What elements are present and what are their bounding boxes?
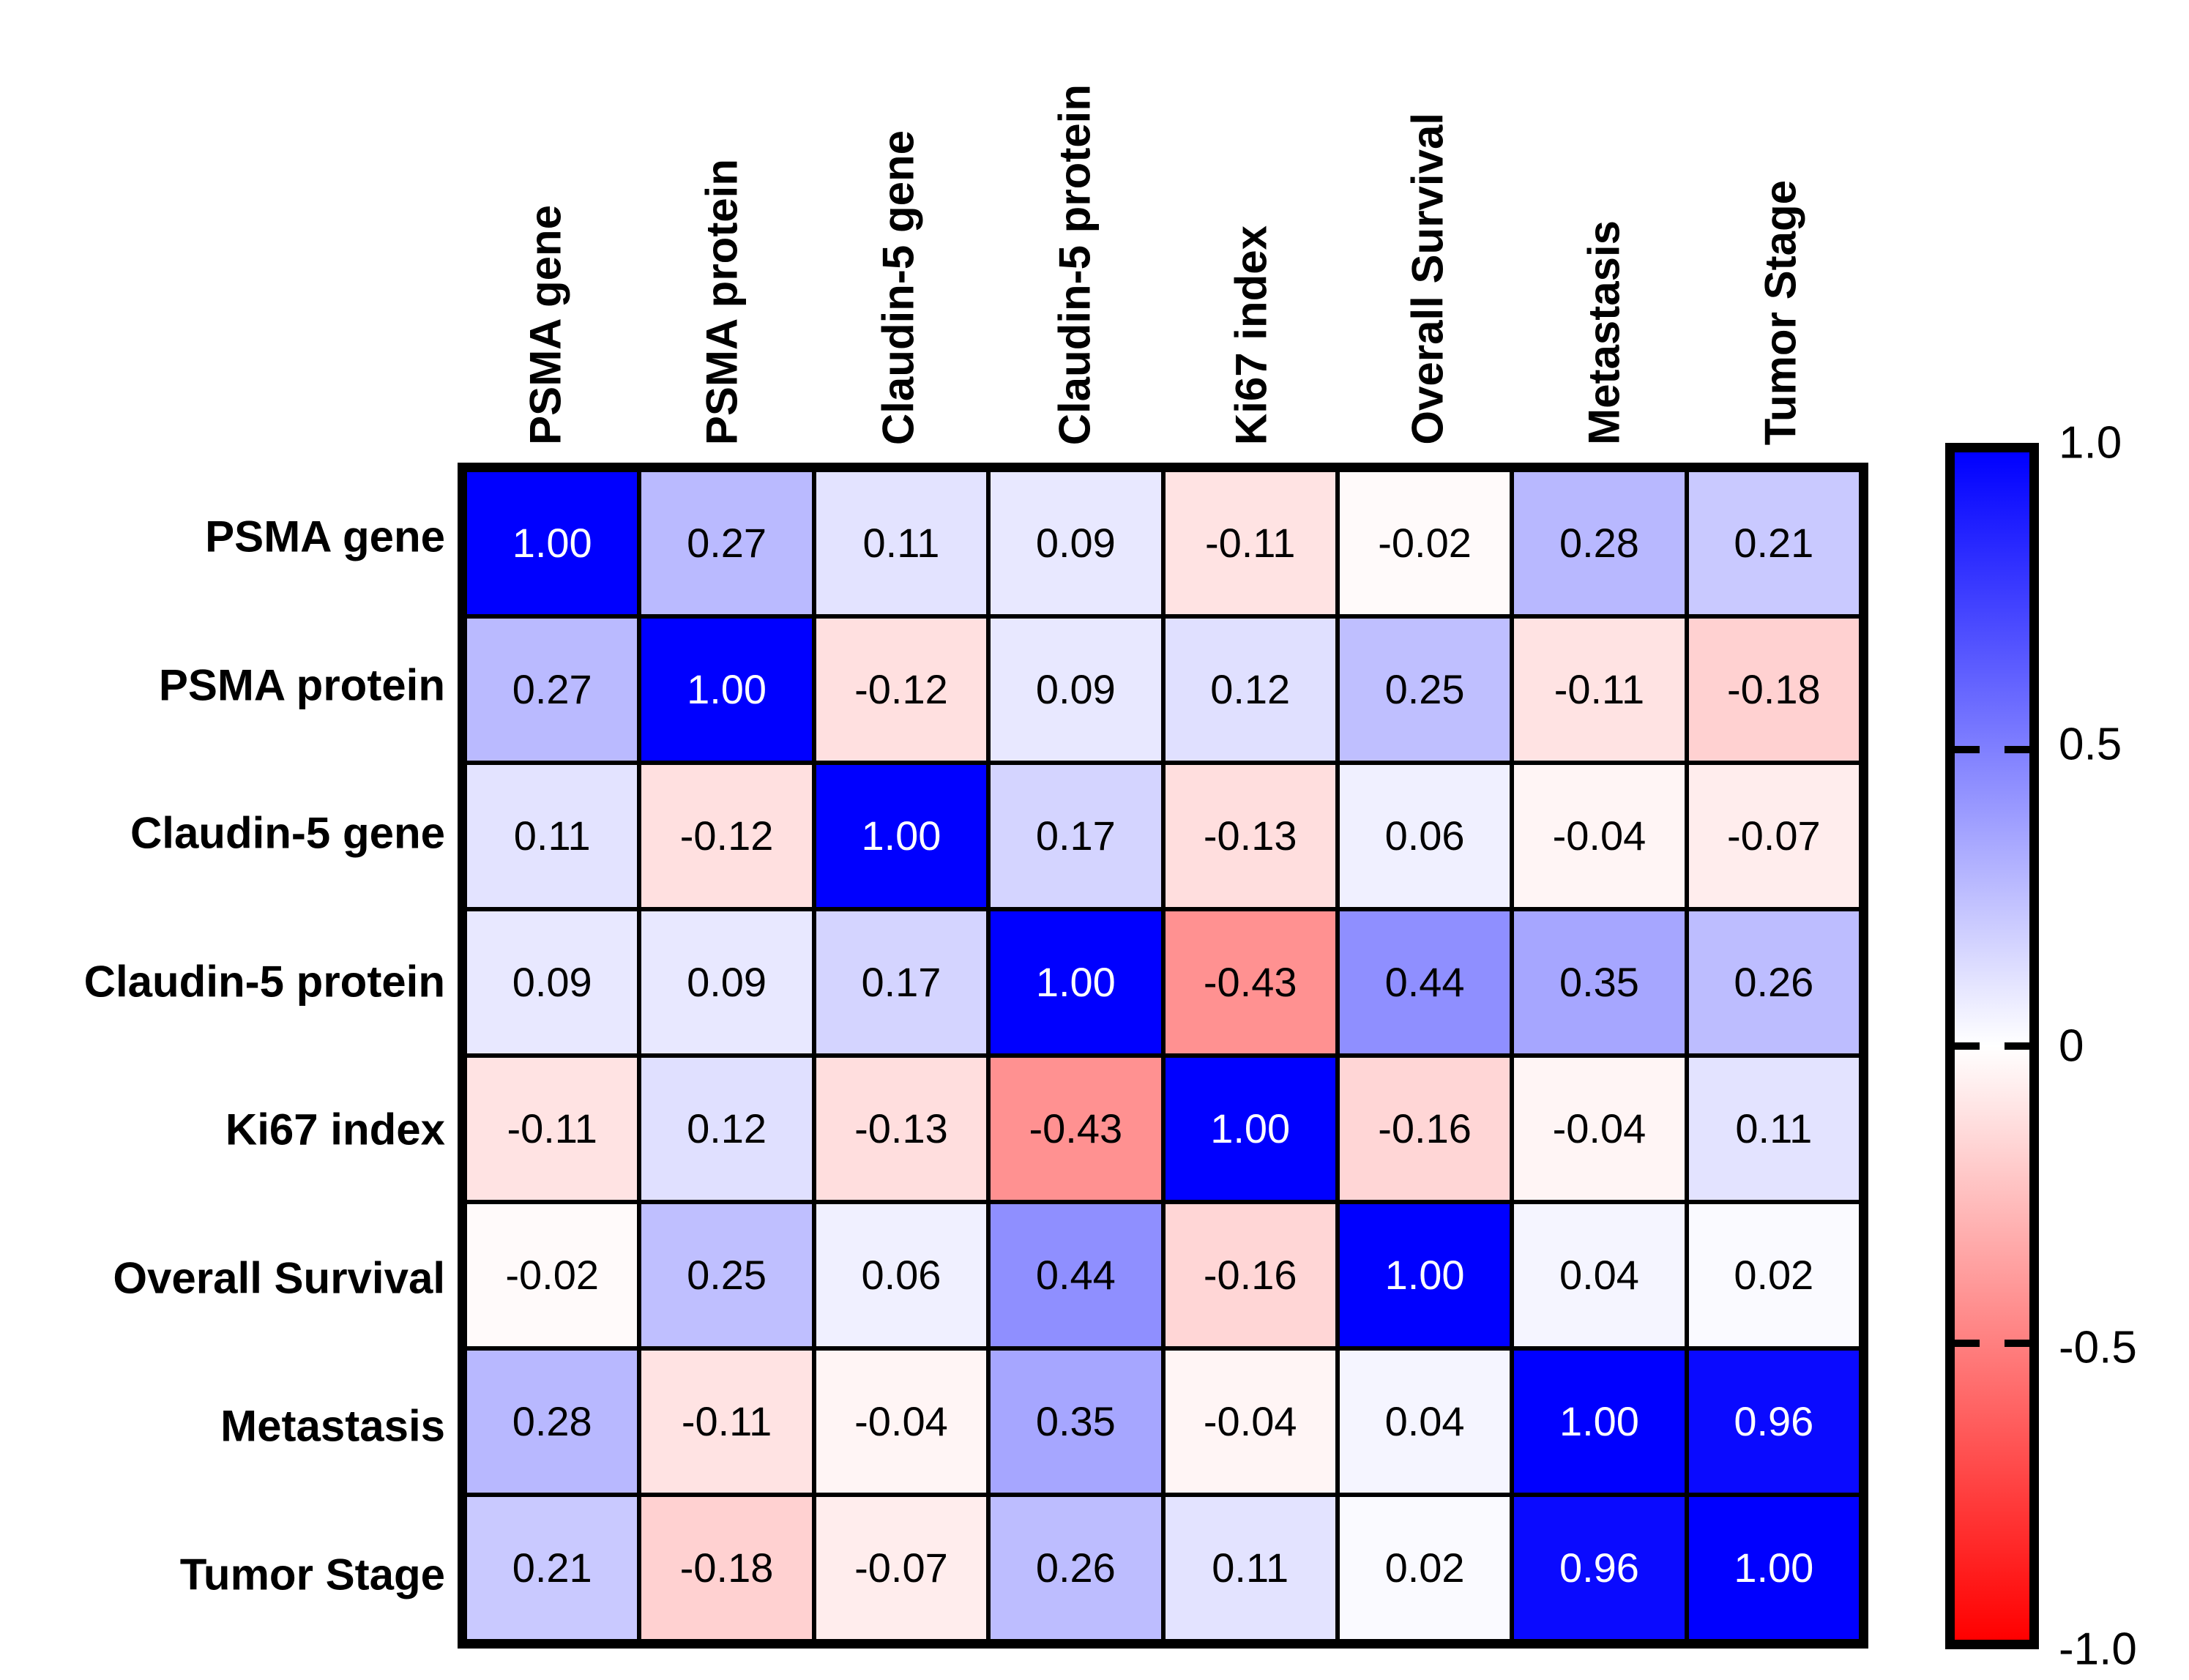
matrix-cell: 0.02: [1339, 1497, 1510, 1639]
matrix-cell: 0.04: [1514, 1204, 1685, 1346]
matrix-cell: -0.04: [1165, 1351, 1335, 1493]
column-label: PSMA protein: [697, 158, 747, 445]
matrix-cell: -0.11: [1514, 619, 1685, 761]
matrix-cell: 0.11: [467, 765, 638, 907]
matrix-cell: 0.96: [1514, 1497, 1685, 1639]
matrix-cell: 0.06: [816, 1204, 987, 1346]
matrix-cell: 0.44: [991, 1204, 1161, 1346]
matrix-cell: -0.16: [1339, 1058, 1510, 1200]
colorbar-tick-label: 0.5: [2059, 719, 2122, 770]
matrix-cell: -0.07: [816, 1497, 987, 1639]
matrix-cell: -0.12: [641, 765, 812, 907]
matrix-cell: -0.13: [816, 1058, 987, 1200]
row-label: Overall Survival: [113, 1253, 445, 1303]
colorbar-tick: [1955, 745, 1980, 753]
column-label: Tumor Stage: [1756, 179, 1805, 445]
matrix-cell: 0.27: [641, 472, 812, 614]
matrix-cell: -0.02: [467, 1204, 638, 1346]
column-label: Overall Survival: [1403, 113, 1453, 445]
matrix-cell: 0.35: [1514, 911, 1685, 1053]
matrix-cell: -0.04: [1514, 765, 1685, 907]
column-label: PSMA gene: [521, 205, 570, 445]
matrix-cell: 0.25: [641, 1204, 812, 1346]
colorbar-tick: [1955, 1339, 1980, 1347]
matrix-cell: 0.09: [467, 911, 638, 1053]
matrix-cell: 0.11: [1688, 1058, 1859, 1200]
matrix-cell: 0.11: [816, 472, 987, 614]
matrix-cell: 1.00: [991, 911, 1161, 1053]
matrix-cell: 1.00: [1514, 1351, 1685, 1493]
matrix-cell: -0.02: [1339, 472, 1510, 614]
column-headers: PSMA gene PSMA protein Claudin-5 gene Claud…: [458, 0, 1868, 455]
matrix-cell: -0.04: [1514, 1058, 1685, 1200]
matrix-cell: -0.16: [1165, 1204, 1335, 1346]
matrix-cell: 0.09: [991, 472, 1161, 614]
column-label: Metastasis: [1579, 220, 1629, 445]
colorbar-tick: [1955, 1042, 1980, 1050]
colorbar: [1945, 443, 2039, 1649]
matrix-cell: 0.21: [467, 1497, 638, 1639]
matrix-cell: -0.18: [641, 1497, 812, 1639]
colorbar-tick: [2005, 1042, 2029, 1050]
matrix-cell: 0.06: [1339, 765, 1510, 907]
colorbar-tick-label: 1.0: [2059, 417, 2122, 468]
matrix-cell: -0.43: [991, 1058, 1161, 1200]
matrix-cell: 0.02: [1688, 1204, 1859, 1346]
matrix-cell: 0.25: [1339, 619, 1510, 761]
matrix-cell: 1.00: [1339, 1204, 1510, 1346]
column-label: Claudin-5 gene: [873, 130, 923, 445]
matrix-cell: -0.13: [1165, 765, 1335, 907]
matrix-cell: 1.00: [816, 765, 987, 907]
row-label: PSMA protein: [158, 660, 445, 710]
colorbar-labels: 1.0 0.5 0 -0.5 -1.0: [2059, 418, 2189, 1675]
matrix-cell: 0.28: [1514, 472, 1685, 614]
matrix-cell: 0.12: [1165, 619, 1335, 761]
column-label: Ki67 index: [1226, 225, 1276, 445]
matrix-cell: -0.07: [1688, 765, 1859, 907]
colorbar-tick: [2005, 745, 2029, 753]
row-labels: PSMA gene PSMA protein Claudin-5 gene Claud…: [0, 463, 445, 1649]
matrix-cell: -0.11: [467, 1058, 638, 1200]
matrix-cell: 1.00: [1688, 1497, 1859, 1639]
matrix-cell: 0.26: [1688, 911, 1859, 1053]
matrix-cell: 0.96: [1688, 1351, 1859, 1493]
matrix-cell: 0.11: [1165, 1497, 1335, 1639]
correlation-matrix: 1.00 0.27 0.11 0.09 -0.11 -0.02 0.28 0.21 0.27 1.…: [458, 463, 1868, 1649]
column-label: Claudin-5 protein: [1050, 83, 1100, 445]
colorbar-tick-label: 0: [2059, 1020, 2084, 1072]
matrix-cell: 0.28: [467, 1351, 638, 1493]
matrix-cell: 0.04: [1339, 1351, 1510, 1493]
row-label: Metastasis: [220, 1401, 445, 1451]
matrix-cell: -0.43: [1165, 911, 1335, 1053]
matrix-cell: 0.44: [1339, 911, 1510, 1053]
matrix-cell: -0.12: [816, 619, 987, 761]
matrix-cell: 0.27: [467, 619, 638, 761]
matrix-cell: 1.00: [467, 472, 638, 614]
colorbar-tick-label: -1.0: [2059, 1624, 2137, 1675]
colorbar-tick-label: -0.5: [2059, 1322, 2137, 1373]
matrix-cell: -0.18: [1688, 619, 1859, 761]
matrix-cell: -0.11: [1165, 472, 1335, 614]
matrix-cell: -0.04: [816, 1351, 987, 1493]
matrix-cell: 0.35: [991, 1351, 1161, 1493]
matrix-cell: 0.09: [641, 911, 812, 1053]
row-label: PSMA gene: [205, 512, 445, 561]
matrix-cell: 0.21: [1688, 472, 1859, 614]
matrix-cell: -0.11: [641, 1351, 812, 1493]
colorbar-tick: [2005, 1339, 2029, 1347]
matrix-cell: 0.09: [991, 619, 1161, 761]
row-label: Tumor Stage: [179, 1550, 445, 1599]
row-label: Ki67 index: [225, 1105, 445, 1154]
row-label: Claudin-5 gene: [130, 808, 445, 858]
matrix-cell: 0.12: [641, 1058, 812, 1200]
matrix-cell: 1.00: [641, 619, 812, 761]
matrix-cell: 0.17: [991, 765, 1161, 907]
matrix-cell: 0.26: [991, 1497, 1161, 1639]
matrix-cell: 1.00: [1165, 1058, 1335, 1200]
row-label: Claudin-5 protein: [83, 957, 445, 1007]
matrix-cell: 0.17: [816, 911, 987, 1053]
